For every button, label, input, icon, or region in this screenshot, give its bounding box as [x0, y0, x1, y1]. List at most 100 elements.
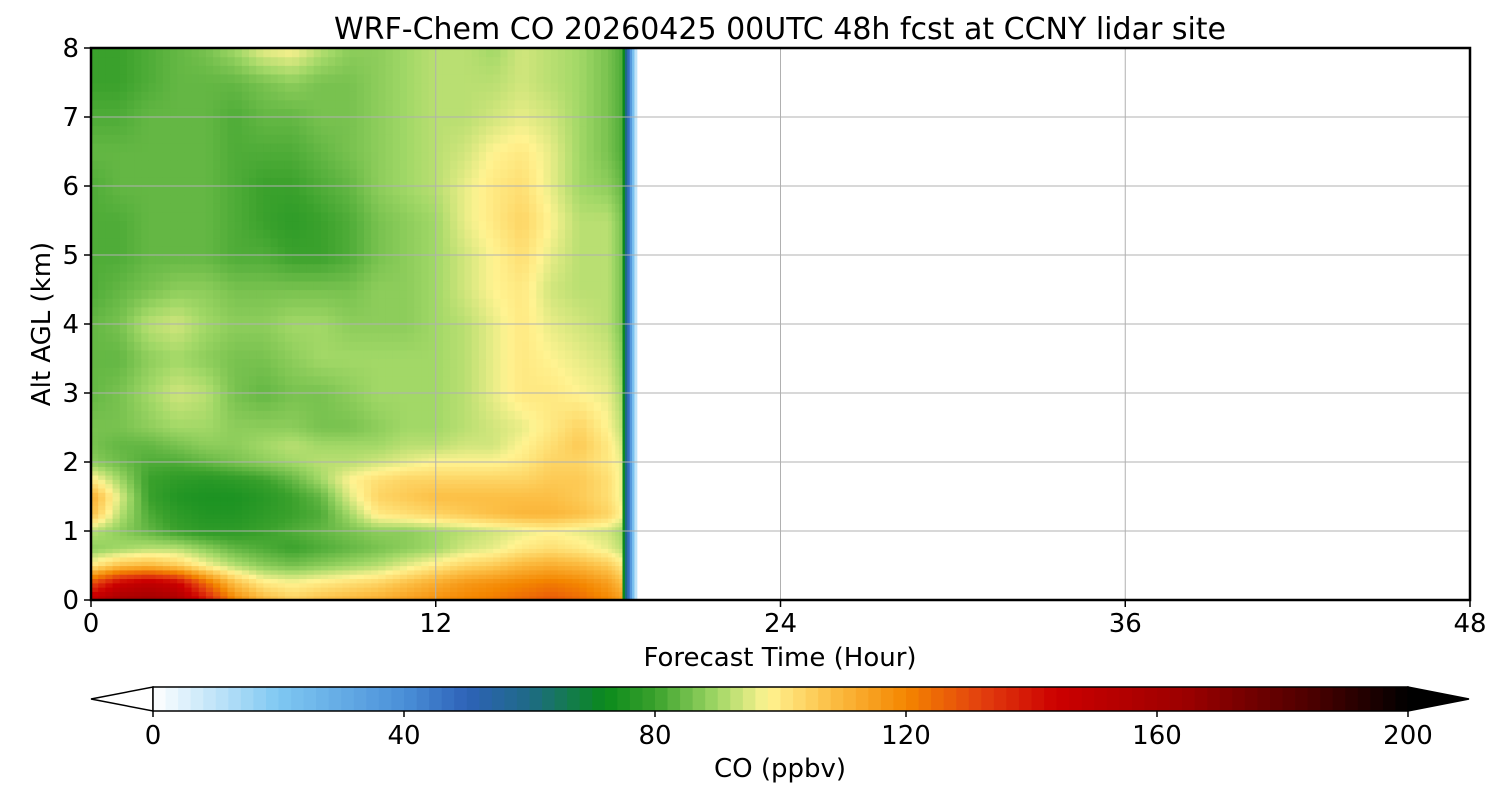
heatmap-cell [105, 531, 114, 536]
heatmap-cell [407, 315, 415, 325]
heatmap-cell [292, 479, 300, 485]
heatmap-cell [450, 229, 458, 239]
heatmap-cell [500, 556, 509, 562]
heatmap-cell [220, 474, 229, 480]
heatmap-cell [263, 496, 272, 502]
heatmap-cell [335, 272, 343, 282]
heatmap-cell [220, 289, 229, 299]
heatmap-cell [428, 479, 437, 485]
heatmap-cell [514, 526, 523, 532]
heatmap-cell [119, 324, 128, 334]
heatmap-cell [91, 548, 99, 554]
heatmap-cell [148, 211, 157, 222]
heatmap-cell [213, 582, 221, 588]
heatmap-cell [134, 324, 142, 334]
heatmap-cell [155, 255, 164, 265]
heatmap-cell [514, 539, 523, 545]
heatmap-cell [486, 289, 494, 299]
heatmap-cell [155, 220, 164, 230]
heatmap-cell [270, 496, 279, 502]
heatmap-cell [399, 436, 408, 442]
heatmap-cell [313, 436, 322, 442]
heatmap-cell [450, 591, 458, 597]
heatmap-cell [184, 272, 193, 282]
heatmap-cell [579, 561, 588, 567]
heatmap-cell [399, 565, 408, 571]
heatmap-cell [191, 492, 200, 498]
heatmap-cell [500, 505, 509, 511]
heatmap-cell [378, 552, 387, 558]
heatmap-cell [521, 263, 530, 273]
heatmap-cell [213, 522, 221, 528]
heatmap-cell [213, 578, 221, 584]
heatmap-cell [320, 492, 329, 498]
heatmap-cell [349, 229, 358, 239]
heatmap-cell [457, 556, 466, 562]
heatmap-cell [615, 375, 620, 385]
heatmap-cell [162, 561, 171, 567]
heatmap-cell [234, 509, 243, 515]
heatmap-cell [600, 556, 609, 562]
heatmap-cell [112, 496, 121, 502]
heatmap-cell [500, 513, 509, 519]
heatmap-cell [249, 341, 257, 351]
heatmap-cell [170, 509, 178, 515]
heatmap-cell [611, 569, 616, 575]
heatmap-cell [284, 393, 293, 403]
heatmap-cell [249, 431, 257, 437]
heatmap-cell [342, 298, 351, 308]
heatmap-cell [205, 255, 214, 265]
heatmap-cell [148, 444, 157, 450]
heatmap-cell [363, 367, 372, 377]
heatmap-cell [615, 418, 620, 429]
heatmap-cell [385, 315, 394, 325]
heatmap-cell [435, 457, 444, 463]
heatmap-cell [306, 186, 315, 196]
heatmap-cell [292, 457, 300, 463]
heatmap-cell [486, 332, 494, 342]
heatmap-cell [493, 457, 501, 463]
heatmap-cell [371, 237, 379, 247]
heatmap-cell [478, 505, 487, 511]
heatmap-cell [313, 587, 322, 592]
heatmap-cell [442, 237, 451, 247]
heatmap-cell [148, 522, 157, 528]
heatmap-cell [177, 483, 185, 489]
heatmap-cell [241, 548, 250, 554]
heatmap-cell [428, 539, 437, 545]
heatmap-cell [234, 539, 243, 545]
heatmap-cell [270, 349, 279, 360]
heatmap-cell [608, 591, 613, 597]
heatmap-cell [399, 470, 408, 476]
heatmap-cell [198, 483, 207, 489]
heatmap-cell [572, 487, 580, 493]
heatmap-cell [306, 418, 315, 429]
heatmap-cell [521, 272, 530, 282]
heatmap-cell [91, 427, 99, 433]
heatmap-cell [572, 358, 580, 368]
heatmap-cell [191, 229, 200, 239]
heatmap-cell [105, 186, 114, 196]
heatmap-cell [277, 539, 286, 545]
heatmap-cell [356, 591, 365, 597]
heatmap-cell [471, 375, 480, 385]
heatmap-cell [565, 518, 573, 523]
heatmap-cell [500, 341, 509, 351]
heatmap-cell [249, 384, 257, 394]
heatmap-cell [392, 595, 401, 600]
heatmap-cell [205, 535, 214, 541]
heatmap-cell [399, 483, 408, 489]
heatmap-cell [299, 375, 308, 385]
heatmap-cell [521, 470, 530, 476]
heatmap-cell [414, 526, 422, 532]
heatmap-cell [371, 531, 379, 536]
heatmap-cell [91, 474, 99, 480]
heatmap-cell [385, 410, 394, 420]
heatmap-cell [270, 505, 279, 511]
heatmap-cell [306, 436, 315, 442]
heatmap-cell [450, 324, 458, 334]
heatmap-cell [306, 487, 315, 493]
heatmap-cell [618, 539, 624, 545]
heatmap-cell [91, 578, 99, 584]
heatmap-cell [385, 457, 394, 463]
